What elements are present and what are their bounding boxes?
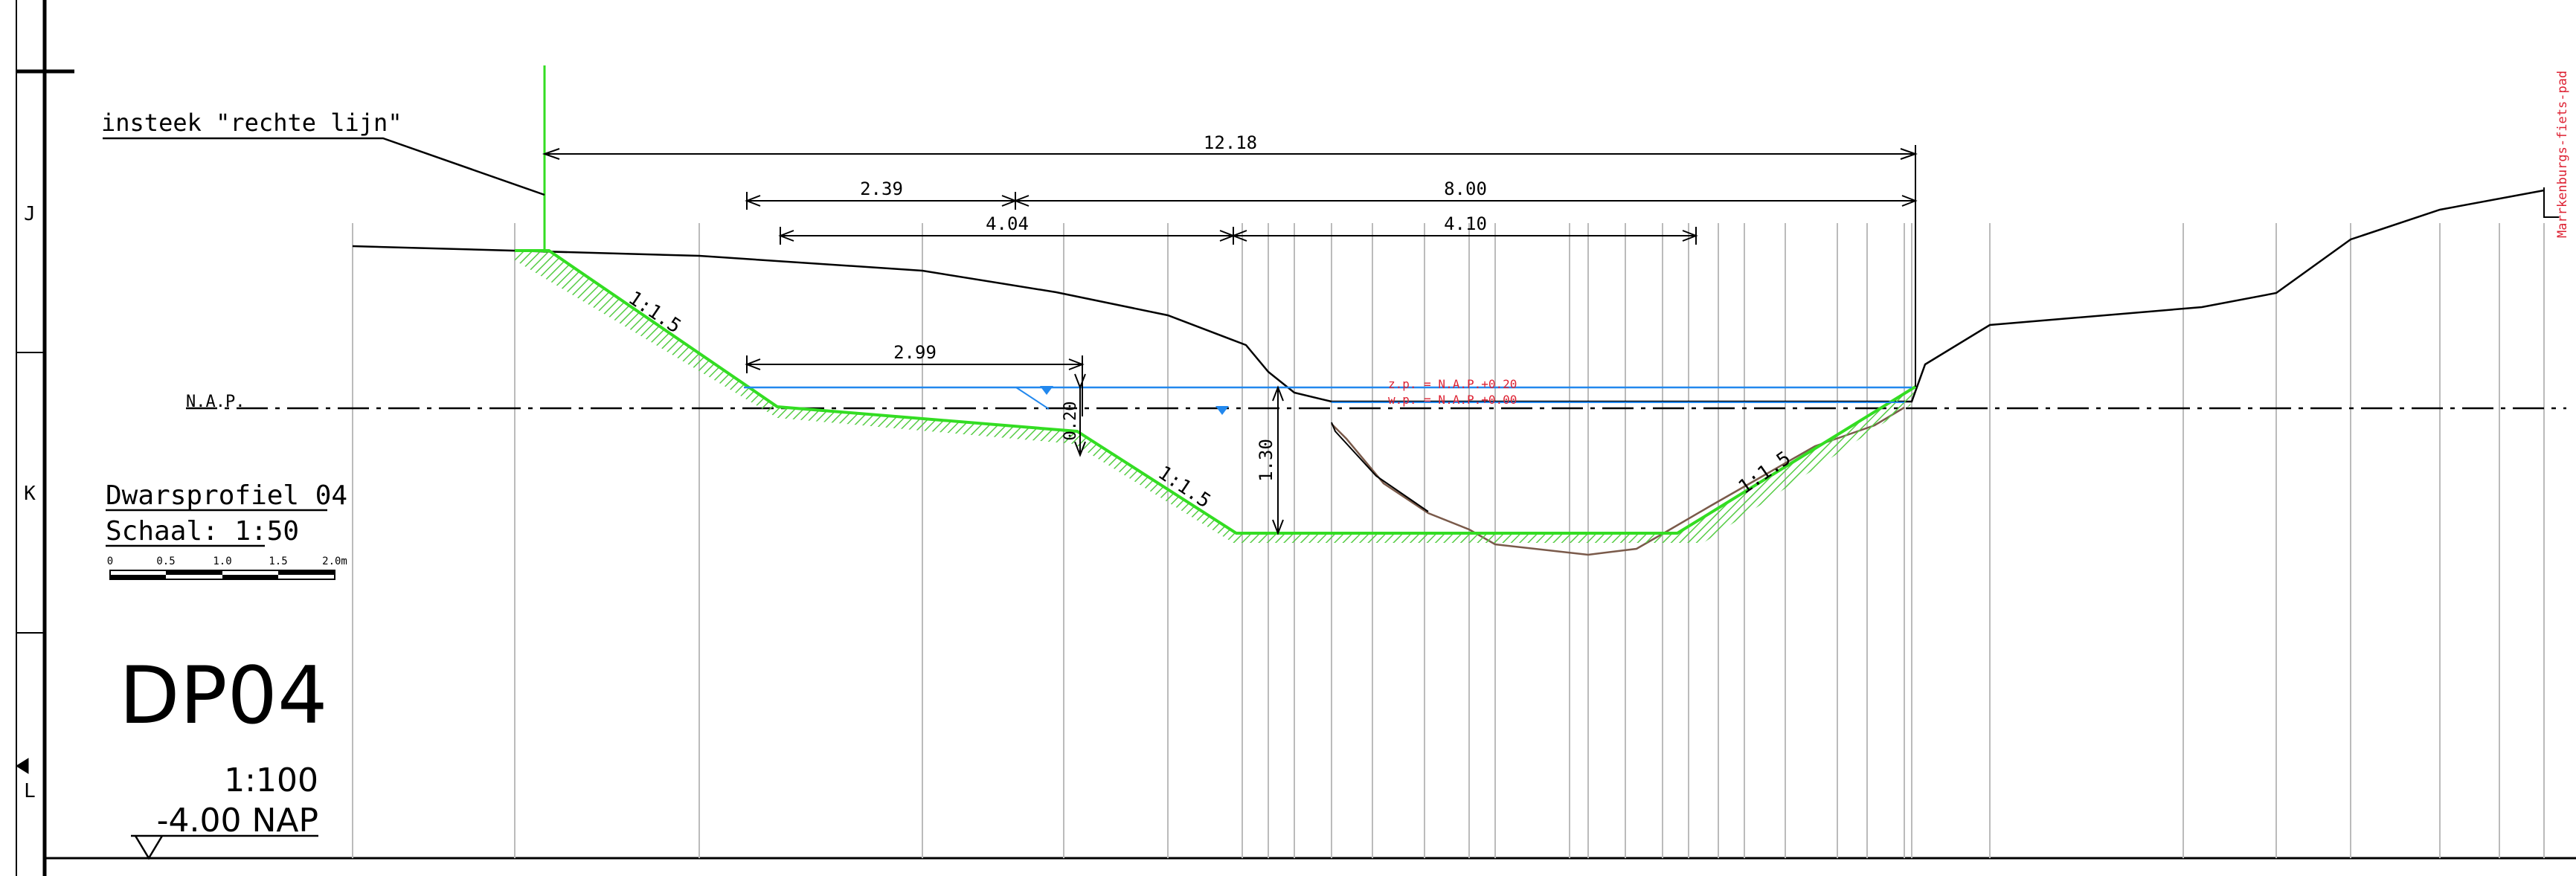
profile-title: Dwarsprofiel 04 [106,480,347,511]
zp-label: z.p. = N.A.P.+0.20 [1388,377,1517,391]
dimension-2-39: 2.39 [860,178,903,199]
drawing-code: DP04 [119,650,327,741]
design-profile-line [515,249,1917,535]
scale-bar-label-2: 1.0 [213,555,231,567]
dimension-4-04: 4.04 [986,213,1029,234]
zone-label-j: J [24,203,36,225]
wp-label: w.p. = N.A.P.+0.00 [1388,393,1517,407]
dimension-0-20: 0.20 [1061,402,1080,441]
water-level-marker-icon-2 [1215,406,1229,415]
scale-bar-label-4: 2.0m [322,555,347,567]
existing-bottom-line [1331,406,1905,556]
section-arrow-icon [16,758,29,774]
side-label: Marrkenburgs-fiets-pad [2555,71,2570,238]
dimension-lines [542,145,1918,535]
scale-bar [109,570,335,580]
scale-bar-label-0: 0 [107,555,113,567]
insteek-leader [103,137,545,196]
dimension-8-00: 8.00 [1444,178,1487,199]
datum-triangle-icon [134,835,164,860]
ratio-label: 1:100 [224,761,318,799]
side-marker [2543,187,2559,218]
scale-text: Schaal: 1:50 [106,516,299,547]
zone-label-l: L [24,780,36,802]
dimension-2-99: 2.99 [893,342,937,363]
insteek-annotation: insteek "rechte lijn" [101,109,402,137]
existing-bottom-line-2 [1331,422,1429,512]
datum-level-label: -4.00 NAP [157,802,318,840]
dimension-1-30: 1.30 [1256,439,1276,482]
dimension-12-18: 12.18 [1204,132,1257,153]
frame-strip [16,0,74,876]
zone-label-k: K [24,483,36,505]
nap-label: N.A.P. [186,393,245,411]
dimension-4-10: 4.10 [1444,213,1487,234]
water-edge-line [1015,387,1050,410]
scale-bar-label-1: 0.5 [156,555,175,567]
water-level-marker-icon [1040,386,1053,395]
design-profile-hatch [515,251,1915,543]
scale-bar-label-3: 1.5 [269,555,287,567]
